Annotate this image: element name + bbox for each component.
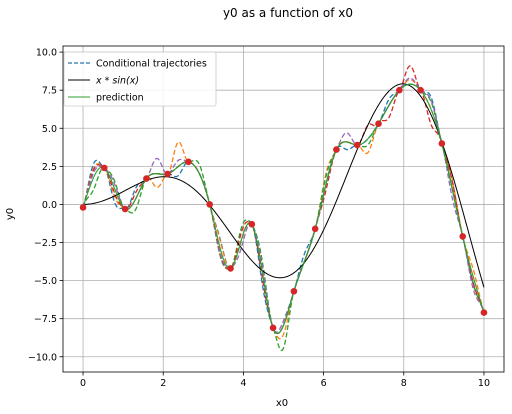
x-tick-label: 8 xyxy=(401,378,407,389)
y-tick-label: −2.5 xyxy=(34,238,57,249)
observation-point xyxy=(353,141,361,149)
observation-point xyxy=(396,86,403,94)
legend-label-trajectories: Conditional trajectories xyxy=(96,59,207,70)
observation-point xyxy=(185,158,192,166)
plot-area xyxy=(79,65,488,352)
y-axis-label: y0 xyxy=(5,208,16,220)
observation-point xyxy=(143,175,150,182)
chart-title: y0 as a function of x0 xyxy=(223,6,353,20)
x-tick-label: 6 xyxy=(321,378,327,389)
legend: Conditional trajectories x * sin(x) pred… xyxy=(63,51,217,107)
observation-point xyxy=(417,86,424,94)
x-tick-label: 4 xyxy=(240,378,246,389)
y-tick-label: 5.0 xyxy=(42,124,57,135)
trajectory-line-5 xyxy=(82,77,485,333)
ticks: 0 2 4 6 8 10 −10.0 −7.5 −5.0 −2.5 0.0 2.5 5.0 7.5 10.0 xyxy=(28,48,490,389)
observation-point xyxy=(480,309,488,316)
observation-point xyxy=(121,205,129,213)
observation-point xyxy=(438,140,446,147)
legend-label-prediction: prediction xyxy=(96,93,144,104)
true-function-line xyxy=(83,83,485,288)
observation-point xyxy=(248,220,256,228)
y-tick-label: −5.0 xyxy=(34,276,57,287)
y-tick-label: 7.5 xyxy=(42,86,57,97)
y-tick-label: 2.5 xyxy=(42,162,57,173)
observation-point xyxy=(79,204,87,211)
y-tick-label: 10.0 xyxy=(36,48,57,59)
grid xyxy=(63,46,504,372)
observation-point xyxy=(269,324,277,332)
legend-box xyxy=(63,51,217,107)
x-tick-label: 0 xyxy=(80,378,86,389)
observation-point xyxy=(375,120,382,127)
observation-point xyxy=(164,170,171,178)
axes-frame xyxy=(62,45,505,373)
y-tick-label: 0.0 xyxy=(42,200,57,211)
observation-point xyxy=(206,201,214,208)
x-tick-label: 2 xyxy=(160,378,166,389)
y-tick-label: −10.0 xyxy=(28,352,57,363)
y-tick-label: −7.5 xyxy=(34,314,57,325)
legend-label-true-function: x * sin(x) xyxy=(95,76,139,87)
x-axis-label: x0 xyxy=(276,398,288,409)
observation-point xyxy=(227,265,234,272)
observation-point xyxy=(290,287,298,295)
prediction-line xyxy=(82,83,485,335)
observation-point xyxy=(333,146,340,153)
observation-point xyxy=(459,233,467,240)
observation-point xyxy=(311,225,319,233)
x-tick-label: 10 xyxy=(478,378,490,389)
observation-point xyxy=(100,164,108,172)
